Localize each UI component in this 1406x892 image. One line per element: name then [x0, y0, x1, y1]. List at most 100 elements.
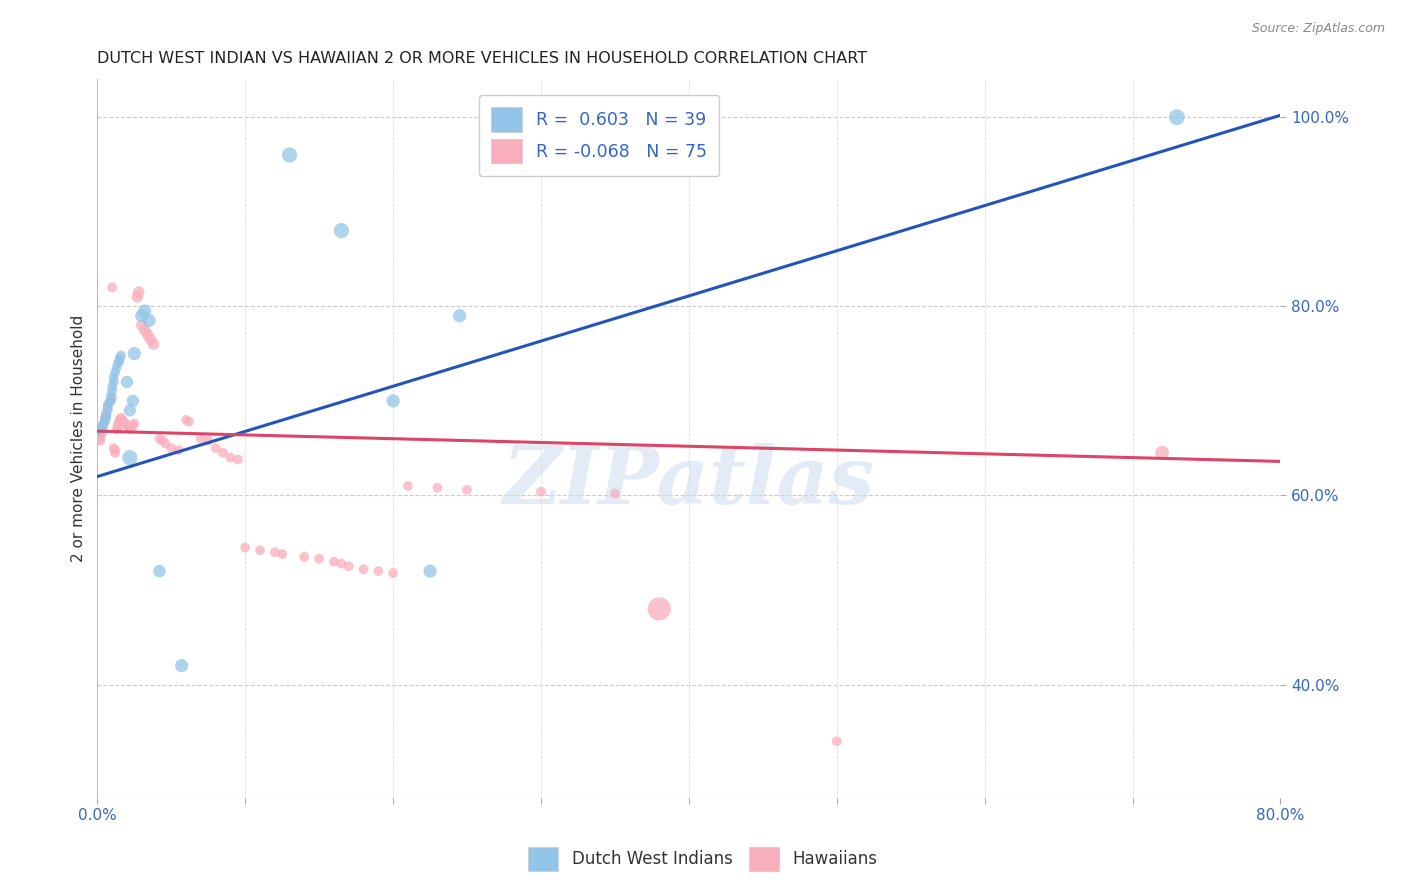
Point [98, 396, 121, 410]
Point [249, 543, 271, 558]
Point [121, 418, 143, 433]
Point [142, 337, 165, 351]
Point [648, 602, 671, 616]
Point [177, 415, 200, 429]
Point [120, 420, 142, 434]
Point [91, 420, 114, 434]
Legend: Dutch West Indians, Hawaiians: Dutch West Indians, Hawaiians [520, 839, 886, 880]
Point [110, 349, 132, 363]
Point [170, 658, 193, 673]
Point [112, 415, 135, 429]
Point [107, 417, 129, 432]
Point [97, 399, 120, 413]
Point [115, 375, 138, 389]
Point [101, 280, 124, 294]
Point [155, 436, 177, 450]
Point [89, 430, 111, 444]
Point [212, 446, 235, 460]
Point [90, 424, 112, 438]
Point [160, 441, 183, 455]
Point [105, 360, 128, 375]
Point [87, 432, 110, 446]
Y-axis label: 2 or more Vehicles in Household: 2 or more Vehicles in Household [72, 315, 86, 562]
Point [121, 393, 143, 408]
Point [103, 441, 125, 455]
Point [134, 304, 156, 318]
Point [219, 450, 242, 465]
Point [148, 432, 170, 446]
Point [90, 420, 112, 434]
Point [117, 420, 139, 434]
Point [131, 309, 153, 323]
Point [100, 389, 122, 403]
Point [456, 483, 478, 497]
Point [97, 401, 120, 416]
Point [382, 393, 405, 408]
Point [108, 351, 131, 366]
Point [190, 432, 212, 446]
Text: ZIPatlas: ZIPatlas [503, 443, 875, 521]
Point [91, 417, 114, 432]
Point [107, 420, 129, 434]
Text: Source: ZipAtlas.com: Source: ZipAtlas.com [1251, 22, 1385, 36]
Point [87, 422, 110, 436]
Point [127, 290, 149, 304]
Point [93, 415, 115, 429]
Point [104, 443, 127, 458]
Point [139, 333, 162, 347]
Point [93, 410, 115, 425]
Point [337, 559, 360, 574]
Point [134, 323, 156, 337]
Point [263, 545, 285, 559]
Point [103, 375, 125, 389]
Point [96, 405, 118, 419]
Point [138, 313, 160, 327]
Point [104, 366, 127, 380]
Point [330, 224, 353, 238]
Point [101, 391, 124, 405]
Point [174, 413, 197, 427]
Point [93, 415, 115, 429]
Point [131, 318, 153, 333]
Point [108, 354, 131, 368]
Point [96, 408, 118, 422]
Point [308, 551, 330, 566]
Point [115, 418, 138, 433]
Point [353, 562, 375, 576]
Point [330, 557, 353, 571]
Point [97, 403, 120, 417]
Point [118, 403, 141, 417]
Point [1166, 110, 1188, 124]
Point [100, 393, 122, 408]
Point [91, 417, 114, 432]
Point [108, 413, 131, 427]
Point [204, 441, 226, 455]
Point [226, 452, 249, 467]
Point [825, 734, 848, 748]
Point [396, 479, 419, 493]
Point [128, 285, 150, 299]
Text: DUTCH WEST INDIAN VS HAWAIIAN 2 OR MORE VEHICLES IN HOUSEHOLD CORRELATION CHART: DUTCH WEST INDIAN VS HAWAIIAN 2 OR MORE … [97, 51, 868, 66]
Point [98, 396, 121, 410]
Point [96, 408, 118, 422]
Point [103, 370, 125, 384]
Point [114, 417, 136, 431]
Point [367, 564, 389, 578]
Point [530, 484, 553, 499]
Point [105, 422, 128, 436]
Point [124, 346, 146, 360]
Point [323, 555, 346, 569]
Point [110, 410, 132, 425]
Point [101, 384, 124, 399]
Point [118, 450, 141, 465]
Point [93, 413, 115, 427]
Point [108, 415, 131, 429]
Point [111, 413, 134, 427]
Point [118, 422, 141, 436]
Point [136, 327, 159, 342]
Point [96, 410, 118, 425]
Point [89, 434, 111, 448]
Point [197, 434, 219, 448]
Point [603, 486, 626, 500]
Point [1152, 446, 1174, 460]
